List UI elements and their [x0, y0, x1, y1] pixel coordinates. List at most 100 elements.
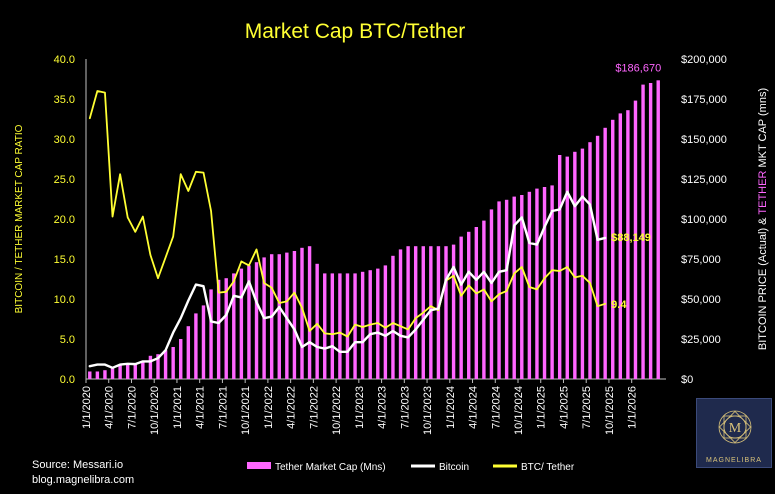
- tether-bar: [489, 209, 494, 379]
- tether-bar: [383, 265, 388, 379]
- y-right-axis-title-part: MKT CAP (mns): [757, 88, 769, 171]
- y-right-tick-label: $50,000: [681, 294, 721, 306]
- tether-bar: [88, 371, 92, 379]
- x-tick-label: 1/1/2023: [354, 386, 366, 429]
- x-tick-label: 1/1/2025: [536, 386, 548, 429]
- tether-bar: [110, 367, 115, 379]
- tether-bar: [133, 363, 137, 379]
- x-tick-label: 1/1/2022: [263, 386, 275, 429]
- y-right-axis-title: BITCOIN PRICE (Actual) & TETHER MKT CAP …: [757, 88, 769, 350]
- x-tick-label: 1/1/2020: [81, 386, 93, 429]
- tether-bar: [232, 273, 236, 379]
- tether-bar: [580, 148, 585, 379]
- tether-bar: [512, 196, 516, 379]
- tether-bar: [209, 289, 213, 379]
- legend-label: BTC/ Tether: [521, 462, 575, 473]
- y-left-tick-label: 20.0: [54, 214, 75, 226]
- y-right-axis-title-part: TETHER: [757, 171, 769, 215]
- x-tick-label: 10/1/2025: [604, 386, 616, 435]
- y-right-tick-label: $100,000: [681, 214, 727, 226]
- y-left-tick-label: 30.0: [54, 134, 75, 146]
- tether-bar: [186, 326, 191, 379]
- tether-bar: [179, 339, 183, 379]
- tether-bar: [254, 262, 259, 379]
- x-tick-label: 1/1/2026: [627, 386, 639, 429]
- logo-text: MAGNELIBRA: [706, 457, 762, 464]
- x-tick-label: 4/1/2024: [468, 386, 480, 429]
- x-tick-label: 1/1/2021: [172, 386, 184, 429]
- chart-title: Market Cap BTC/Tether: [245, 20, 466, 43]
- tether-bar: [535, 188, 539, 379]
- tether-bar: [436, 246, 441, 379]
- x-tick-label: 7/1/2025: [581, 386, 593, 429]
- x-tick-label: 4/1/2021: [195, 386, 207, 429]
- tether-bar: [216, 279, 221, 379]
- tether-bar: [360, 271, 365, 379]
- tether-bar: [459, 236, 463, 379]
- x-tick-label: 7/1/2023: [399, 386, 411, 429]
- tether-end-label: $186,670: [615, 62, 661, 74]
- y-left-axis-title: BITCOIN / TETHER MARKET CAP RATIO: [14, 124, 25, 313]
- tether-bar: [520, 195, 524, 379]
- tether-bar: [542, 187, 547, 379]
- tether-bar: [156, 354, 160, 379]
- x-tick-label: 10/1/2021: [240, 386, 252, 435]
- source-text: Source: Messari.io: [32, 459, 124, 471]
- blog-text: blog.magnelibra.com: [32, 474, 135, 486]
- tether-bar: [573, 151, 577, 379]
- btc-tether-ratio-line: [88, 90, 607, 338]
- ratio-end-label: 9.4: [611, 299, 627, 311]
- x-tick-label: 10/1/2022: [331, 386, 343, 435]
- svg-text:M: M: [729, 421, 742, 436]
- tether-bar: [444, 246, 448, 379]
- x-tick-label: 10/1/2024: [513, 386, 525, 435]
- tether-bar: [641, 84, 645, 379]
- bitcoin-line: [88, 190, 607, 369]
- tether-bar: [125, 363, 130, 379]
- tether-bar: [595, 135, 600, 379]
- tether-bar: [247, 265, 251, 379]
- y-right-tick-label: $150,000: [681, 134, 727, 146]
- tether-bar: [429, 246, 433, 379]
- y-right-axis-title-part: BITCOIN PRICE (Actual) &: [757, 215, 769, 351]
- tether-bar: [626, 110, 630, 379]
- x-tick-label: 4/1/2022: [286, 386, 298, 429]
- x-tick-label: 7/1/2021: [217, 386, 229, 429]
- legend-swatch-tether: [247, 462, 271, 469]
- tether-bar: [345, 273, 350, 379]
- legend-label: Tether Market Cap (Mns): [275, 462, 386, 473]
- x-tick-label: 7/1/2022: [308, 386, 320, 429]
- x-tick-label: 10/1/2020: [149, 386, 161, 435]
- y-left-tick-label: 10.0: [54, 294, 75, 306]
- tether-bar: [338, 273, 342, 379]
- x-tick-label: 7/1/2020: [126, 386, 138, 429]
- tether-bar: [118, 364, 122, 379]
- tether-bar: [497, 201, 501, 379]
- tether-bar: [451, 244, 456, 379]
- y-left-tick-label: 15.0: [54, 254, 75, 266]
- tether-bar: [224, 278, 228, 379]
- tether-bar: [323, 273, 327, 379]
- y-right-tick-label: $175,000: [681, 94, 727, 106]
- x-tick-label: 4/1/2023: [377, 386, 389, 429]
- x-tick-label: 4/1/2025: [558, 386, 570, 429]
- x-tick-label: 7/1/2024: [490, 386, 502, 429]
- legend-label: Bitcoin: [439, 462, 469, 473]
- tether-bar: [633, 100, 638, 379]
- tether-bar: [330, 273, 335, 379]
- y-left-tick-label: 25.0: [54, 174, 75, 186]
- tether-bar: [95, 371, 100, 379]
- tether-bar: [285, 252, 289, 379]
- tether-bar: [391, 255, 395, 379]
- x-tick-label: 1/1/2024: [445, 386, 457, 429]
- tether-bar: [557, 155, 562, 379]
- y-left-tick-label: 5.0: [60, 334, 75, 346]
- tether-bar: [474, 227, 479, 379]
- tether-bar: [292, 251, 297, 379]
- tether-bar: [550, 185, 554, 379]
- x-tick-label: 10/1/2023: [422, 386, 434, 435]
- tether-bar: [482, 220, 486, 379]
- tether-bar: [148, 355, 153, 379]
- magnelibra-logo-icon: M MAGNELIBRA: [696, 398, 772, 468]
